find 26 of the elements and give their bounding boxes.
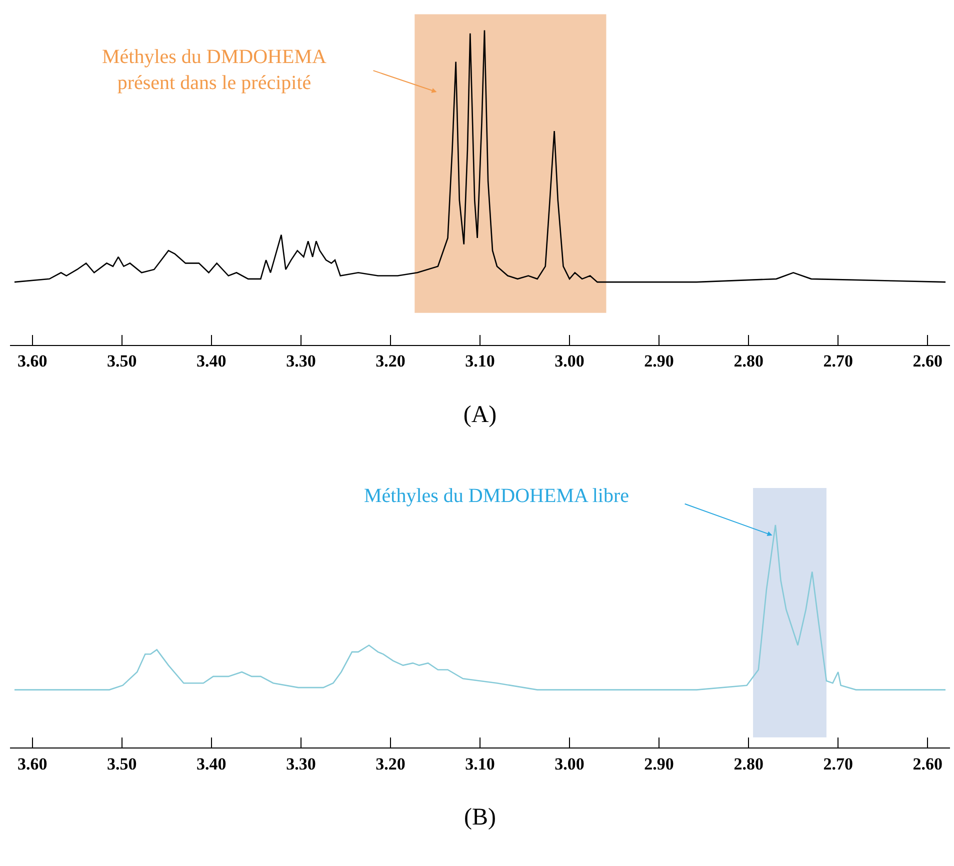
x-tick-label: 2.70 <box>823 352 853 371</box>
x-tick-label: 3.50 <box>107 352 137 371</box>
x-tick-label: 3.40 <box>196 754 226 774</box>
x-tick-label: 3.10 <box>465 352 495 371</box>
x-tick-label: 2.80 <box>734 754 764 774</box>
x-axis-title: (A) <box>463 402 497 428</box>
x-tick-label: 3.20 <box>376 352 406 371</box>
x-tick-label: 2.60 <box>912 352 942 371</box>
x-tick-label: 2.90 <box>644 754 674 774</box>
x-tick-label: 3.30 <box>286 754 316 774</box>
x-tick-label: 3.10 <box>465 754 495 774</box>
text: Méthyles du DMDOHEMA libre <box>364 485 630 507</box>
x-tick-label: 2.80 <box>734 352 764 371</box>
x-tick-label: 3.60 <box>18 352 48 371</box>
x-axis-title: (B) <box>464 804 496 831</box>
x-tick-label: 3.00 <box>554 352 584 371</box>
x-tick-label: 2.70 <box>823 754 853 774</box>
x-tick-label: 3.50 <box>107 754 137 774</box>
x-tick-label: 3.40 <box>196 352 226 371</box>
x-tick-label: 3.00 <box>554 754 584 774</box>
x-tick-label: 3.20 <box>376 754 406 774</box>
annotation: Méthyles du DMDOHEMA présent dans le précipité <box>102 46 327 94</box>
x-tick-label: 2.60 <box>912 754 942 774</box>
x-tick-label: 3.30 <box>286 352 316 371</box>
x-tick-label: 2.90 <box>644 352 674 371</box>
x-tick-label: 3.60 <box>18 754 48 774</box>
